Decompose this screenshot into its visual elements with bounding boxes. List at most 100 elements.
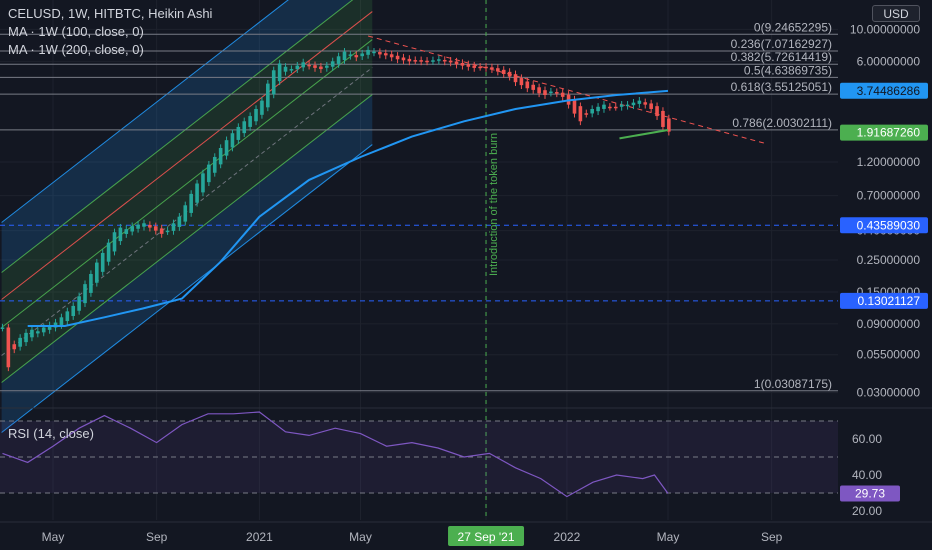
currency-button[interactable]: USD — [872, 5, 920, 22]
time-tick-label: May — [42, 530, 65, 544]
resistance-trendline — [367, 35, 768, 145]
symbol-legend: CELUSD, 1W, HITBTC, Heikin Ashi — [8, 6, 213, 21]
channel-line — [1, 39, 373, 328]
candle-body — [77, 296, 81, 311]
candle-body — [431, 60, 435, 62]
last-price-label: 1.91687260 — [857, 126, 921, 140]
candle-body — [171, 223, 176, 231]
candle-body — [59, 317, 64, 325]
candle-body — [36, 331, 40, 334]
candle-body — [401, 57, 406, 61]
candle-body — [631, 102, 636, 106]
candle-body — [159, 228, 164, 234]
channel-line — [1, 0, 289, 223]
candle-body — [543, 90, 547, 96]
channel-line — [1, 11, 373, 300]
candle-body — [584, 113, 589, 115]
candle-body — [41, 327, 46, 333]
candle-body — [655, 106, 659, 117]
candle-body — [201, 173, 205, 193]
candle-body — [519, 78, 524, 86]
candle-body — [619, 104, 624, 107]
candle-body — [554, 92, 559, 94]
candle-body — [378, 52, 382, 55]
candle-body — [183, 205, 188, 222]
fib-level-label: 1(0.03087175) — [754, 377, 832, 391]
candle-body — [148, 224, 152, 228]
candle-body — [277, 63, 282, 82]
candle-body — [153, 226, 158, 231]
time-tick-label: Sep — [146, 530, 168, 544]
candle-body — [18, 337, 22, 347]
candle-body — [484, 66, 488, 69]
ma200-legend: MA · 1W (200, close, 0) — [8, 42, 144, 57]
candle-body — [643, 102, 648, 105]
candle-body — [195, 183, 199, 203]
event-label: Introduction of the token burn — [488, 133, 500, 276]
ma100-legend: MA · 1W (100, close, 0) — [8, 24, 144, 39]
candle-body — [407, 58, 412, 62]
candle-body — [360, 53, 364, 57]
candle-body — [637, 100, 642, 104]
candle-body — [608, 106, 612, 109]
candle-body — [89, 273, 93, 293]
candle-body — [124, 229, 129, 234]
candle-body — [65, 311, 70, 322]
candle-body — [112, 232, 117, 252]
price-tick-label: 10.00000000 — [850, 22, 920, 36]
time-tick-label: 27 Sep '21 — [458, 530, 515, 544]
candle-body — [100, 252, 105, 272]
level-price-label: 0.43589030 — [857, 218, 921, 232]
rsi-line — [2, 411, 669, 498]
candle-body — [212, 156, 217, 173]
candle-body — [496, 68, 500, 72]
candle-body — [118, 227, 123, 242]
price-tick-label: 0.05500000 — [857, 348, 921, 362]
candle-body — [513, 74, 518, 83]
candle-body — [224, 140, 229, 156]
last-price-tag — [840, 124, 928, 141]
candle-body — [572, 99, 577, 114]
price-tick-label: 0.70000000 — [857, 189, 921, 203]
candle-body — [319, 66, 323, 70]
candle-body — [130, 226, 134, 232]
channel-band-lower-outer — [1, 94, 373, 433]
ma-line — [27, 89, 669, 327]
candle-body — [83, 284, 87, 304]
candle-body — [301, 62, 306, 68]
candle-body — [325, 65, 329, 68]
candle-body — [602, 104, 606, 109]
candle-body — [389, 54, 394, 58]
candle-body — [266, 83, 270, 108]
candle-body — [71, 305, 76, 317]
fib-level-label: 0.236(7.07162927) — [731, 37, 832, 51]
candle-body — [106, 242, 111, 262]
price-tick-label: 0.03000000 — [857, 386, 921, 400]
candle-body — [283, 66, 288, 72]
candle-body — [531, 84, 536, 90]
candle-body — [395, 55, 400, 60]
level-price-tag — [840, 292, 928, 309]
time-tick-label: May — [657, 530, 680, 544]
candle-body — [248, 116, 252, 127]
fib-level-label: 0.382(5.72614419) — [731, 50, 832, 64]
candle-body — [501, 69, 506, 74]
channel-line — [1, 94, 373, 383]
candle-body — [348, 54, 353, 56]
candle-body — [366, 49, 370, 55]
candle-body — [590, 108, 594, 114]
candle-body — [490, 67, 494, 70]
candle-body — [189, 193, 193, 213]
candle-body — [472, 65, 477, 68]
candle-body — [525, 81, 530, 89]
price-tick-label: 0.25000000 — [857, 253, 921, 267]
candle-body — [136, 224, 140, 229]
candle-body — [549, 91, 553, 94]
candle-body — [12, 344, 17, 350]
candle-body — [330, 61, 335, 67]
candle-body — [560, 92, 565, 97]
candle-body — [437, 59, 441, 61]
time-tick-label: 2022 — [554, 530, 581, 544]
